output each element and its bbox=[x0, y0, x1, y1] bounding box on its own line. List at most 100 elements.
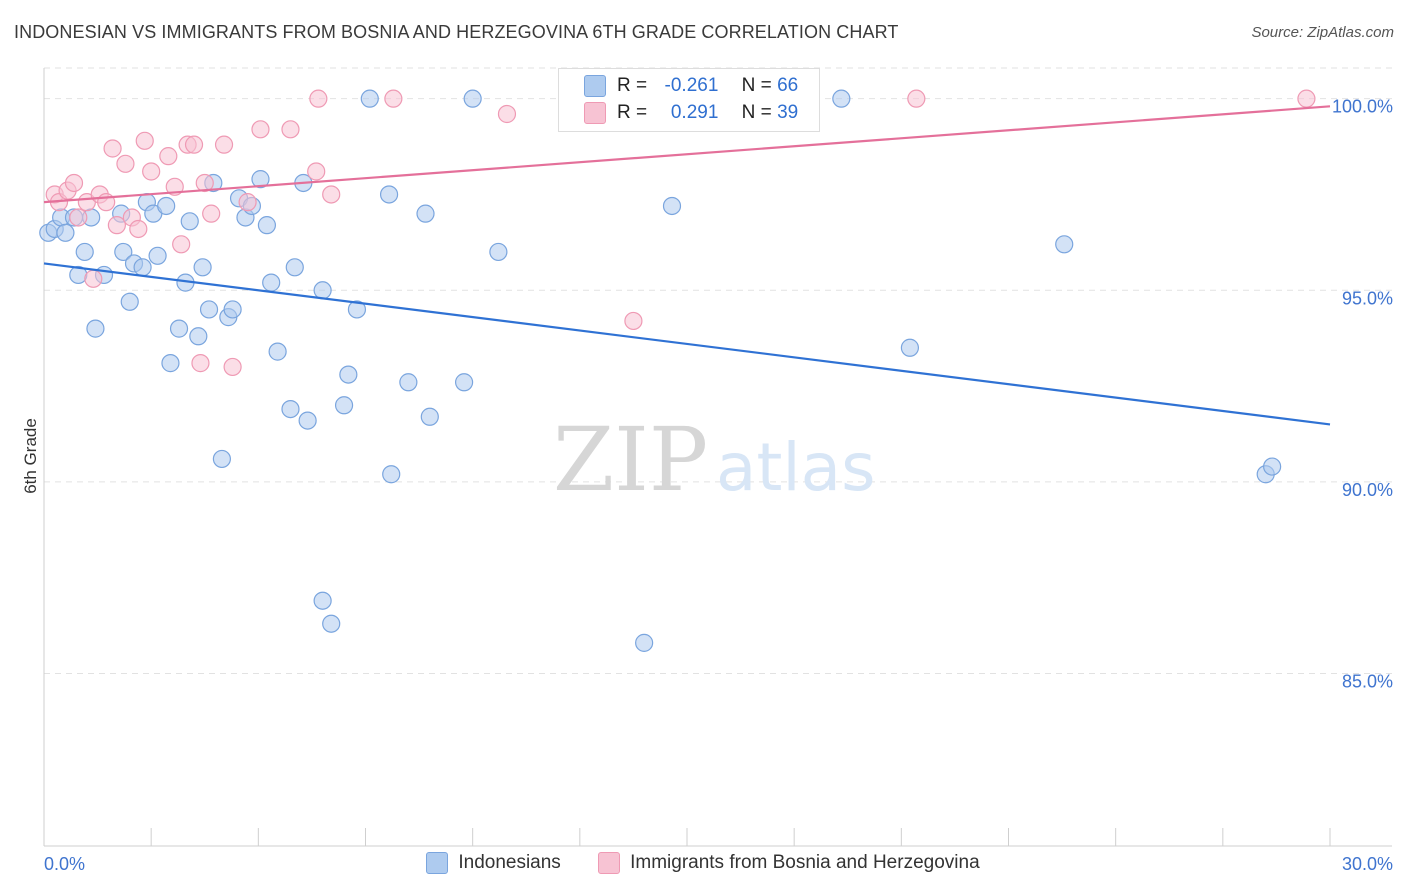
bosnia-point bbox=[307, 162, 326, 181]
indonesian-point bbox=[360, 89, 379, 108]
bosnia-point bbox=[64, 173, 84, 193]
indonesian-point bbox=[347, 300, 367, 319]
bosnia-point bbox=[202, 204, 221, 223]
stats-n-value: 39 bbox=[777, 102, 799, 123]
indonesian-point bbox=[900, 338, 920, 357]
bosnia-point bbox=[129, 219, 148, 239]
indonesian-point bbox=[1055, 235, 1074, 254]
stats-r-label: R = bbox=[617, 102, 648, 123]
y-tick-label: 100.0% bbox=[1332, 97, 1393, 117]
indonesian-point bbox=[212, 449, 231, 469]
legend-swatch-pink bbox=[598, 852, 621, 874]
indonesian-point bbox=[322, 614, 341, 633]
bosnia-point bbox=[103, 139, 122, 158]
stats-n-label: N = bbox=[741, 75, 772, 96]
legend-item-indonesians[interactable]: Indonesians bbox=[426, 852, 561, 874]
indonesian-point bbox=[193, 258, 212, 277]
x-ticks bbox=[43, 828, 1331, 846]
stats-n-label: N = bbox=[741, 102, 772, 123]
y-axis-title: 6th Grade bbox=[21, 418, 40, 494]
bosnia-point bbox=[107, 216, 126, 235]
legend-swatch-blue bbox=[426, 852, 449, 874]
indonesian-point bbox=[281, 399, 300, 419]
indonesian-point bbox=[416, 204, 435, 223]
indonesian-point bbox=[379, 185, 399, 204]
bosnia-point bbox=[191, 354, 210, 373]
y-tick-label: 90.0% bbox=[1342, 480, 1393, 500]
indonesian-point bbox=[420, 407, 439, 426]
indonesian-point bbox=[86, 319, 105, 338]
indonesian-point bbox=[313, 591, 332, 610]
indonesian-point bbox=[157, 196, 176, 216]
bosnia-point bbox=[135, 131, 154, 150]
bosnia-point bbox=[159, 147, 178, 166]
indonesian-point bbox=[454, 373, 474, 392]
trend-lines bbox=[43, 105, 1331, 426]
y-tick-label: 95.0% bbox=[1342, 288, 1393, 308]
bosnia-point bbox=[195, 173, 214, 193]
indonesian-point bbox=[382, 465, 401, 484]
bosnia-point bbox=[214, 135, 234, 154]
indonesian-point bbox=[120, 292, 139, 311]
bosnia-point bbox=[281, 120, 300, 139]
indonesian-point bbox=[399, 373, 418, 392]
stats-row-bosnia: R = 0.291 N = 39 bbox=[584, 100, 799, 126]
indonesian-point bbox=[298, 411, 317, 430]
bosnia-point bbox=[184, 135, 204, 154]
stats-swatch-blue bbox=[584, 75, 606, 97]
legend-label-indonesians: Indonesians bbox=[458, 852, 561, 873]
indonesian-point bbox=[268, 342, 287, 361]
indonesian-point bbox=[199, 300, 219, 319]
indonesian-point bbox=[251, 170, 270, 189]
watermark-zip: ZIP bbox=[553, 408, 708, 511]
chart-title: INDONESIAN VS IMMIGRANTS FROM BOSNIA AND… bbox=[14, 22, 899, 42]
indonesian-point bbox=[832, 89, 851, 108]
scatter-points bbox=[39, 89, 1316, 652]
indonesian-point bbox=[114, 242, 133, 262]
indonesian-trend-line bbox=[43, 262, 1331, 426]
bosnia-point bbox=[84, 269, 103, 288]
source-label: Source: ZipAtlas.com bbox=[1251, 24, 1394, 41]
stats-legend: R = -0.261 N = 66 R = 0.291 N = 39 bbox=[558, 68, 820, 132]
indonesian-point bbox=[180, 212, 199, 231]
stats-n-value: 66 bbox=[777, 75, 799, 96]
indonesian-point bbox=[339, 365, 358, 384]
legend-label-bosnia: Immigrants from Bosnia and Herzegovina bbox=[630, 852, 980, 873]
grid-lines bbox=[44, 67, 1392, 675]
indonesian-point bbox=[463, 89, 482, 108]
bosnia-point bbox=[907, 89, 926, 108]
indonesian-point bbox=[489, 242, 508, 262]
bosnia-point bbox=[624, 311, 643, 331]
indonesian-point bbox=[75, 242, 94, 262]
indonesian-point bbox=[56, 223, 75, 242]
indonesian-point bbox=[257, 216, 277, 235]
indonesian-point bbox=[161, 354, 180, 373]
stats-r-value: 0.291 bbox=[670, 102, 719, 123]
indonesian-point bbox=[189, 327, 208, 346]
watermark: ZIP atlas bbox=[553, 408, 876, 511]
indonesian-point bbox=[334, 396, 354, 415]
bosnia-point bbox=[309, 89, 328, 108]
indonesian-point bbox=[133, 258, 152, 277]
bosnia-point bbox=[116, 154, 135, 173]
bosnia-point bbox=[142, 162, 161, 181]
stats-r-label: R = bbox=[617, 75, 648, 96]
y-tick-label: 85.0% bbox=[1342, 672, 1393, 692]
axes bbox=[43, 68, 1392, 847]
stats-swatch-pink bbox=[584, 102, 606, 124]
indonesian-point bbox=[313, 281, 332, 300]
legend-item-bosnia[interactable]: Immigrants from Bosnia and Herzegovina bbox=[598, 852, 980, 874]
bosnia-point bbox=[69, 208, 88, 227]
chart-legend: Indonesians Immigrants from Bosnia and H… bbox=[0, 852, 1406, 880]
bosnia-trend-line bbox=[43, 105, 1331, 204]
bosnia-point bbox=[251, 120, 270, 139]
indonesian-point bbox=[169, 319, 189, 338]
watermark-atlas: atlas bbox=[716, 429, 876, 506]
bosnia-point bbox=[384, 89, 403, 108]
bosnia-point bbox=[497, 104, 517, 124]
bosnia-point bbox=[322, 185, 341, 204]
indonesian-point bbox=[635, 633, 654, 652]
bosnia-point bbox=[172, 235, 191, 254]
stats-r-value: -0.261 bbox=[664, 75, 719, 96]
bosnia-point bbox=[1297, 89, 1316, 108]
